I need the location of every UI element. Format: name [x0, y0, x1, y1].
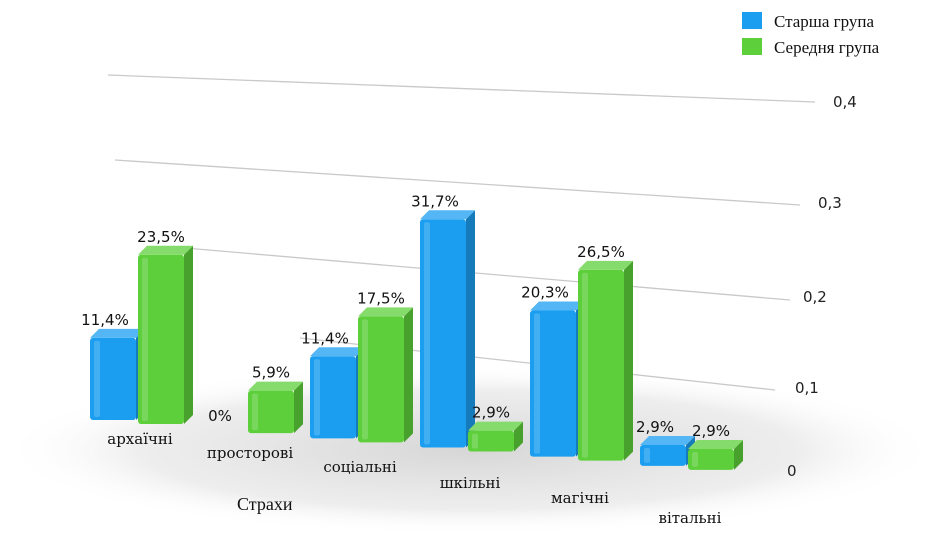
bar-side [466, 210, 475, 448]
bar-side [184, 245, 193, 424]
bar-top [420, 210, 475, 220]
bar-front [688, 448, 734, 470]
data-label: 11,4% [301, 329, 349, 347]
category-label: магічні [551, 489, 609, 507]
data-label: 2,9% [636, 418, 674, 436]
bar-top [138, 245, 193, 255]
bar-side [294, 381, 303, 434]
data-label: 0% [208, 407, 232, 425]
data-label: 2,9% [692, 422, 730, 440]
bar-front [468, 430, 514, 452]
bar-front [90, 337, 136, 420]
bar-highlight [692, 451, 698, 467]
y-tick-label: 0,1 [795, 379, 819, 397]
bar-top [90, 328, 145, 338]
bar-front [530, 310, 576, 457]
bar-highlight [314, 359, 320, 436]
bar [688, 439, 743, 470]
bar-top [468, 421, 523, 431]
legend: Старша група Середня група [742, 12, 880, 57]
bar [578, 260, 633, 461]
data-label: 11,4% [81, 311, 129, 329]
data-label: 2,9% [472, 404, 510, 422]
gridline [114, 159, 801, 206]
bar-front [420, 219, 466, 448]
bar-side [514, 421, 523, 452]
x-axis-title: Страхи [237, 494, 293, 514]
bar-side [624, 260, 633, 461]
y-tick-label: 0,2 [803, 288, 827, 306]
bar [468, 421, 523, 452]
bar-front [358, 316, 404, 443]
bar-highlight [644, 447, 650, 463]
bar-front [138, 254, 184, 424]
bar-side [404, 307, 413, 443]
gridline [184, 247, 791, 301]
data-label: 5,9% [252, 364, 290, 382]
category-label: шкільні [440, 474, 501, 492]
bar [358, 307, 413, 443]
legend-entry: Середня група [774, 38, 880, 57]
legend-entry: Старша група [774, 12, 875, 31]
bar-highlight [252, 393, 258, 431]
bar [248, 381, 303, 434]
data-label: 31,7% [411, 192, 459, 210]
bar-highlight [424, 222, 430, 445]
data-label: 23,5% [137, 228, 185, 246]
category-label: просторові [207, 444, 293, 462]
data-label: 17,5% [357, 289, 405, 307]
bar [530, 301, 585, 457]
bar-highlight [472, 433, 478, 449]
data-label: 26,5% [577, 243, 625, 261]
bar-highlight [582, 272, 588, 458]
legend-swatch [742, 12, 762, 29]
bar [420, 210, 475, 448]
bar-front [578, 269, 624, 461]
bar-front [248, 390, 294, 434]
category-label: вітальні [659, 509, 722, 527]
bar-top [688, 439, 743, 449]
bar-front [640, 444, 686, 466]
bar [138, 245, 193, 424]
bar-top [310, 347, 365, 357]
bar-highlight [534, 313, 540, 454]
y-tick-label: 0,4 [833, 93, 857, 111]
category-label: соціальні [323, 458, 397, 476]
bar-side [734, 439, 743, 470]
bar-top [358, 307, 413, 317]
data-label: 20,3% [521, 284, 569, 302]
gridline [107, 74, 816, 103]
bar-highlight [142, 257, 148, 421]
bar [310, 347, 365, 439]
bar-top [248, 381, 303, 391]
bar [90, 328, 145, 420]
category-label: архаїчні [107, 430, 173, 448]
bar-highlight [362, 319, 368, 440]
legend-swatch [742, 38, 762, 55]
bar-top [640, 435, 695, 445]
y-tick-label: 0,3 [818, 194, 842, 212]
bar [640, 435, 695, 466]
bar-highlight [94, 340, 100, 417]
y-tick-label: 0 [787, 462, 797, 480]
bar-front [310, 356, 356, 439]
bar-top [578, 260, 633, 270]
bar-top [530, 301, 585, 311]
